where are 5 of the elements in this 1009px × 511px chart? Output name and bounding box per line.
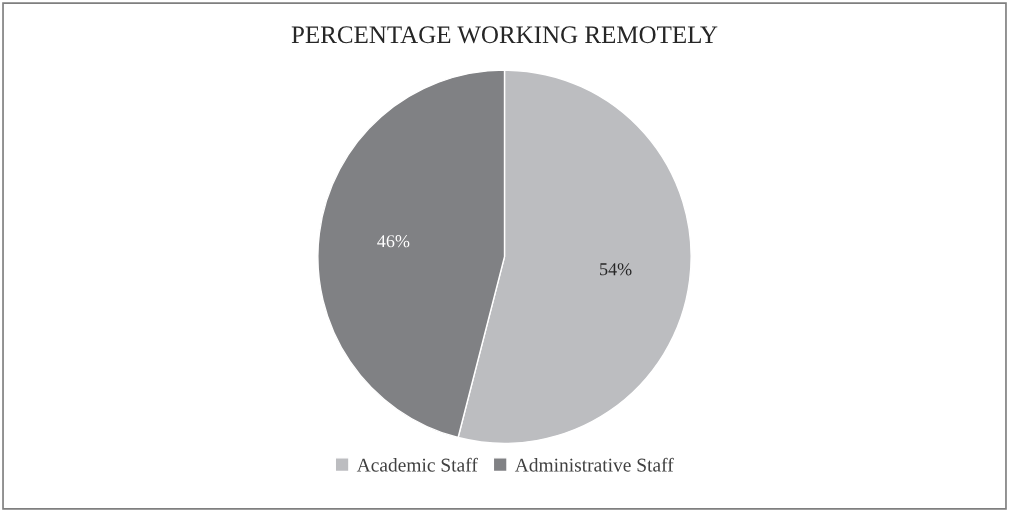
data-label: 54% [600, 263, 632, 276]
chart-title: PERCENTAGE WORKING REMOTELY [291, 26, 718, 44]
legend-label: Academic Staff [356, 457, 478, 472]
data-label: 46% [377, 235, 410, 248]
legend-label: Administrative Staff [514, 457, 674, 472]
